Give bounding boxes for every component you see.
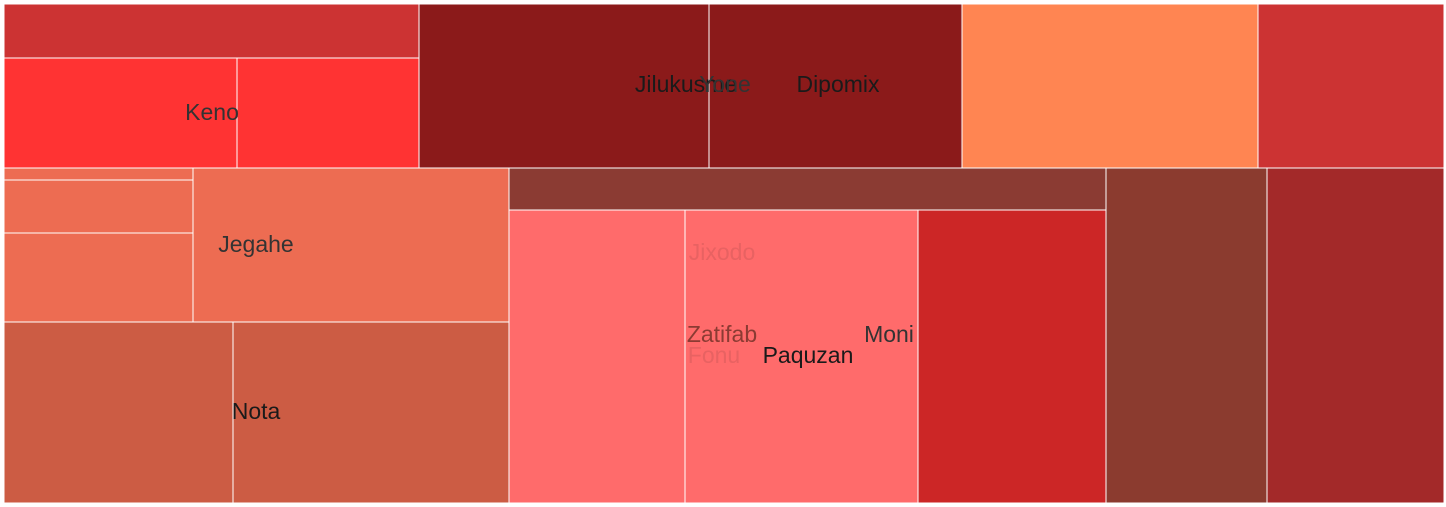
treemap-label: Dipomix: [796, 71, 880, 97]
treemap-cell: [961, 3, 1259, 169]
treemap-label: Zatifab: [687, 321, 757, 347]
treemap-cell: [1266, 167, 1445, 504]
treemap-cell: [418, 3, 710, 169]
treemap-label: Moni: [864, 321, 914, 347]
treemap-cell: [917, 209, 1107, 504]
treemap-label: Paquzan: [763, 342, 854, 368]
treemap-cell: [1257, 3, 1445, 169]
treemap-label: Jilukusme: [635, 71, 737, 97]
treemap-cell: [3, 57, 238, 169]
treemap-cell: [232, 321, 510, 504]
treemap-label: Jegahe: [218, 231, 293, 257]
treemap-cell: [508, 167, 1107, 211]
treemap-cell: [3, 179, 194, 234]
treemap-cell: [708, 3, 963, 169]
treemap-cell: [192, 167, 510, 323]
treemap-label: Jixodo: [689, 239, 755, 265]
treemap-cell: [3, 167, 194, 181]
treemap-label: Yone: [699, 71, 751, 97]
treemap-label: Fonu: [688, 342, 740, 368]
treemap-label: Nota: [232, 398, 281, 424]
treemap-cell: [3, 3, 420, 59]
treemap-cell: [3, 321, 234, 504]
treemap-cell: [236, 57, 420, 169]
treemap-cell: [1105, 167, 1268, 504]
treemap-label: Keno: [185, 99, 239, 125]
treemap-cell: [684, 209, 919, 504]
treemap-cell: [508, 209, 686, 504]
treemap-cell: [3, 232, 194, 323]
